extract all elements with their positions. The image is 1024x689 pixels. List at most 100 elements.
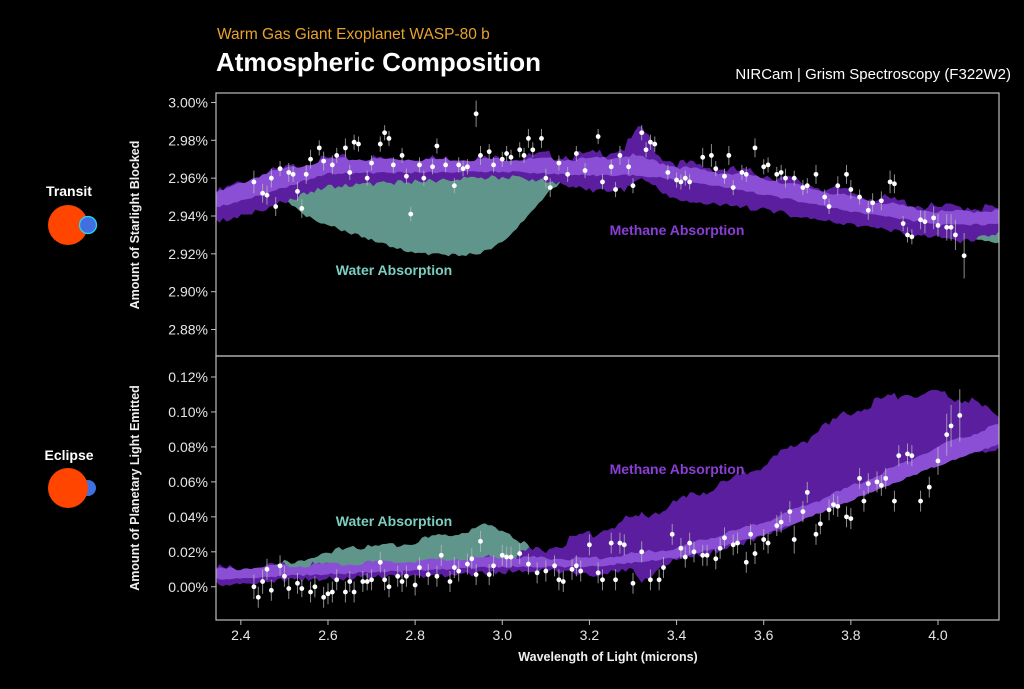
data-point <box>382 577 388 583</box>
data-point <box>643 147 649 153</box>
y-tick-label: 0.02% <box>168 544 208 560</box>
data-point <box>900 221 906 226</box>
data-point <box>953 232 958 238</box>
data-point <box>857 475 862 481</box>
data-point <box>722 535 727 541</box>
data-point <box>892 498 897 504</box>
data-point <box>613 187 618 192</box>
data-point <box>743 559 749 565</box>
data-point <box>861 498 867 504</box>
y-tick-label: 0.04% <box>168 509 208 525</box>
x-tick-label: 3.2 <box>580 627 600 643</box>
data-point <box>268 587 274 593</box>
data-point <box>704 552 710 558</box>
data-point <box>774 523 780 528</box>
data-point <box>499 156 505 162</box>
data-point <box>395 573 401 579</box>
data-point <box>713 556 719 562</box>
data-point <box>460 166 466 172</box>
data-point <box>526 561 531 567</box>
data-point <box>268 175 274 181</box>
data-point <box>312 584 318 590</box>
data-point <box>765 540 771 546</box>
data-point <box>469 556 475 562</box>
data-point <box>817 521 823 527</box>
data-point <box>478 153 483 158</box>
data-point <box>565 171 571 177</box>
data-point <box>465 164 470 170</box>
data-point <box>608 540 614 546</box>
data-point <box>356 141 361 147</box>
data-point <box>425 572 431 577</box>
y-tick-label: 2.96% <box>168 170 208 186</box>
data-point <box>543 568 549 574</box>
methane-model-band <box>216 424 999 580</box>
x-tick-label: 4.0 <box>928 627 948 643</box>
data-point <box>621 542 627 548</box>
data-point <box>573 151 579 156</box>
data-point <box>765 162 771 168</box>
data-point <box>377 559 383 565</box>
data-point <box>451 183 457 189</box>
data-point <box>264 566 270 572</box>
y-tick-label: 2.98% <box>168 132 208 148</box>
data-point <box>944 224 950 230</box>
transit-water-annotation: Water Absorption <box>336 262 452 278</box>
y-tick-label: 0.10% <box>168 404 208 420</box>
data-point <box>600 577 605 583</box>
y-tick-label: 0.00% <box>168 579 208 595</box>
x-tick-label: 3.0 <box>493 627 513 643</box>
data-point <box>857 194 862 200</box>
data-point <box>931 215 937 221</box>
y-tick-label: 0.12% <box>168 369 208 385</box>
data-point <box>491 162 496 168</box>
data-point <box>386 136 392 141</box>
data-point <box>508 554 514 560</box>
data-point <box>434 573 440 579</box>
data-point <box>848 187 854 192</box>
data-point <box>826 204 832 209</box>
data-point <box>865 481 871 487</box>
data-point <box>665 170 671 175</box>
data-point <box>434 143 440 149</box>
data-point <box>316 145 322 151</box>
data-point <box>277 166 283 172</box>
data-point <box>691 549 697 555</box>
data-point <box>713 166 719 172</box>
data-point <box>883 475 889 481</box>
water-absorption-band <box>271 159 568 257</box>
data-point <box>251 179 257 185</box>
data-point <box>569 566 575 572</box>
data-point <box>600 179 605 185</box>
data-point <box>748 531 754 537</box>
data-point <box>369 160 374 166</box>
data-point <box>399 153 405 158</box>
data-point <box>831 502 836 508</box>
data-point <box>465 561 470 567</box>
data-point <box>678 545 684 551</box>
data-point <box>456 568 462 574</box>
data-point <box>321 158 327 164</box>
y-tick-label: 2.92% <box>168 246 208 262</box>
data-point <box>573 563 579 569</box>
data-point <box>865 207 871 213</box>
data-point <box>556 160 562 166</box>
eclipse-icon-group: Eclipse <box>44 447 96 508</box>
star-icon <box>48 468 88 508</box>
data-point <box>443 162 449 168</box>
data-point <box>417 162 422 168</box>
data-point <box>282 573 287 579</box>
data-point <box>556 577 562 583</box>
data-point <box>752 551 758 556</box>
x-tick-label: 3.4 <box>667 627 687 643</box>
data-point <box>800 509 806 515</box>
data-point <box>957 413 963 418</box>
data-point <box>547 185 553 191</box>
data-point <box>539 136 544 141</box>
data-point <box>552 563 557 569</box>
data-point <box>543 175 549 181</box>
data-point <box>504 554 510 560</box>
data-point <box>382 130 388 136</box>
data-point <box>804 183 810 189</box>
